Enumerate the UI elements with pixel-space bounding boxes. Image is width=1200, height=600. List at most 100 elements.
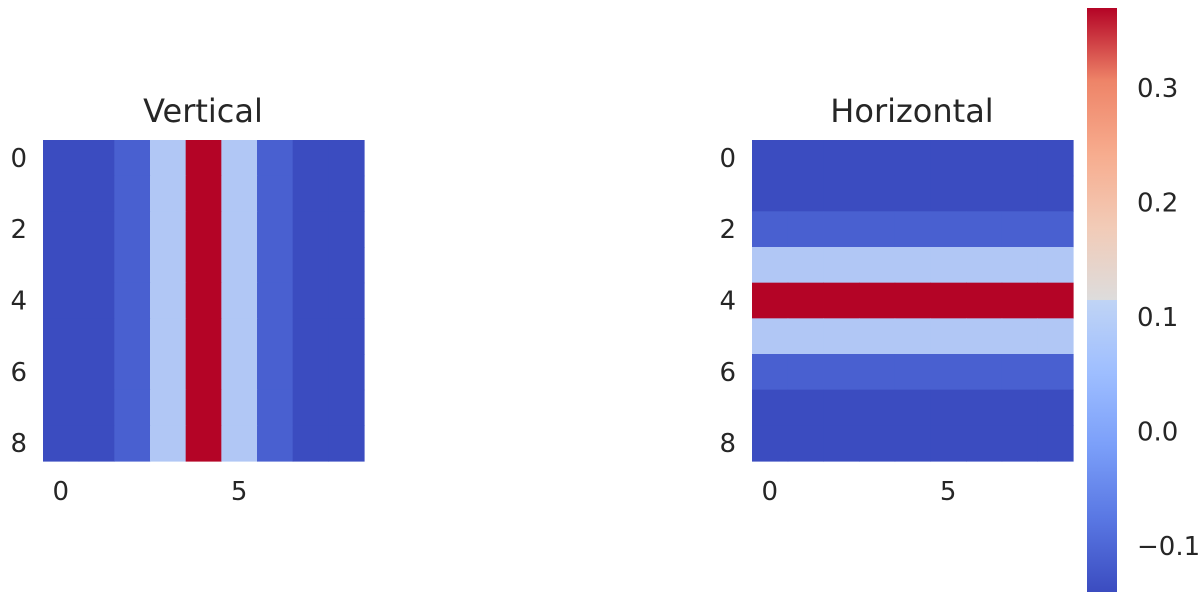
horizontal-heatmap-cell xyxy=(859,389,896,426)
vertical-heatmap-cell xyxy=(257,140,294,177)
vertical-heatmap-cell xyxy=(78,175,115,212)
vertical-heatmap-cell xyxy=(114,140,151,177)
horizontal-heatmap-cell xyxy=(894,389,931,426)
vertical-heatmap-y-tick-label: 6 xyxy=(10,358,27,388)
vertical-heatmap-cell xyxy=(185,354,222,391)
vertical-heatmap-cell xyxy=(257,318,294,355)
horizontal-heatmap-cell xyxy=(1037,389,1074,426)
colorbar-ticks: −0.1 0.0 0.1 0.2 0.3 xyxy=(1137,74,1200,562)
horizontal-heatmap-cell xyxy=(930,175,967,212)
vertical-heatmap-cell xyxy=(150,282,187,319)
horizontal-heatmap-cell xyxy=(1037,247,1074,284)
horizontal-heatmap-cell xyxy=(752,425,789,462)
horizontal-heatmap-cell xyxy=(1001,175,1038,212)
horizontal-heatmap-cell xyxy=(930,318,967,355)
horizontal-heatmap-y-tick-label: 8 xyxy=(719,429,736,459)
vertical-heatmap-cell xyxy=(257,425,294,462)
vertical-heatmap-cell xyxy=(221,389,258,426)
vertical-heatmap-cell xyxy=(78,389,115,426)
vertical-heatmap-cell xyxy=(43,354,80,391)
vertical-heatmap-x-tick-label: 0 xyxy=(53,477,70,507)
vertical-heatmap-cell xyxy=(150,318,187,355)
vertical-heatmap-y-tick-label: 0 xyxy=(10,144,27,174)
colorbar-tick-label: 0.1 xyxy=(1137,303,1178,333)
vertical-heatmap-cell xyxy=(78,211,115,248)
vertical-heatmap-cell xyxy=(292,175,329,212)
vertical-heatmap-cell xyxy=(150,140,187,177)
horizontal-heatmap-cell xyxy=(1037,140,1074,177)
horizontal-heatmap-cell xyxy=(1001,389,1038,426)
horizontal-heatmap-cell xyxy=(859,354,896,391)
horizontal-heatmap-cell xyxy=(1037,175,1074,212)
horizontal-heatmap-cell xyxy=(859,211,896,248)
vertical-heatmap-cell xyxy=(292,354,329,391)
horizontal-heatmap-cell xyxy=(894,425,931,462)
colorbar: −0.1 0.0 0.1 0.2 0.3 xyxy=(1087,8,1200,592)
vertical-heatmap-cell xyxy=(43,211,80,248)
colorbar-tick-label: 0.3 xyxy=(1137,74,1178,104)
vertical-heatmap-cell xyxy=(114,425,151,462)
vertical-heatmap-cell xyxy=(114,247,151,284)
vertical-heatmap-cell xyxy=(43,318,80,355)
vertical-heatmap-cell xyxy=(185,211,222,248)
colorbar-gradient xyxy=(1087,8,1117,592)
vertical-heatmap-cell xyxy=(150,247,187,284)
vertical-heatmap-cell xyxy=(257,282,294,319)
horizontal-heatmap-y-tick-label: 6 xyxy=(719,358,736,388)
horizontal-heatmap-cell xyxy=(859,247,896,284)
vertical-heatmap-cell xyxy=(221,175,258,212)
horizontal-heatmap-cell xyxy=(823,211,860,248)
horizontal-heatmap-cell xyxy=(859,175,896,212)
vertical-heatmap-cell xyxy=(221,247,258,284)
colorbar-tick-label: 0.2 xyxy=(1137,189,1178,219)
vertical-heatmap-cell xyxy=(328,140,365,177)
vertical-heatmap-cell xyxy=(221,211,258,248)
vertical-heatmap-cell xyxy=(43,140,80,177)
horizontal-heatmap-cell xyxy=(966,354,1003,391)
horizontal-heatmap-cell xyxy=(823,175,860,212)
vertical-heatmap-cell xyxy=(292,140,329,177)
horizontal-heatmap-cell xyxy=(966,211,1003,248)
horizontal-heatmap-y-tick-label: 2 xyxy=(719,215,736,245)
vertical-heatmap-cell xyxy=(185,175,222,212)
horizontal-heatmap-cell xyxy=(787,247,824,284)
horizontal-heatmap-cell xyxy=(1001,318,1038,355)
horizontal-heatmap-cell xyxy=(859,425,896,462)
horizontal-heatmap-cell xyxy=(752,354,789,391)
horizontal-heatmap-cell xyxy=(1037,282,1074,319)
vertical-heatmap-cell xyxy=(43,389,80,426)
vertical-heatmap-cell xyxy=(221,282,258,319)
horizontal-heatmap-cell xyxy=(930,425,967,462)
horizontal-heatmap-cell xyxy=(859,140,896,177)
horizontal-heatmap-cell xyxy=(930,354,967,391)
vertical-heatmap-cell xyxy=(114,175,151,212)
horizontal-heatmap-cell xyxy=(894,175,931,212)
vertical-heatmap-title: Vertical xyxy=(143,92,263,130)
vertical-heatmap-cell xyxy=(114,354,151,391)
horizontal-heatmap-cell xyxy=(823,247,860,284)
vertical-heatmap-cell xyxy=(328,389,365,426)
vertical-heatmap-cell xyxy=(328,425,365,462)
horizontal-heatmap-cell xyxy=(930,140,967,177)
horizontal-heatmap-cell xyxy=(752,211,789,248)
vertical-heatmap-cell xyxy=(114,282,151,319)
horizontal-heatmap-cell xyxy=(787,211,824,248)
vertical-heatmap-cell xyxy=(292,425,329,462)
horizontal-heatmap-cell xyxy=(752,175,789,212)
vertical-heatmap-cell xyxy=(78,282,115,319)
vertical-heatmap-cell xyxy=(114,211,151,248)
vertical-heatmap-cell xyxy=(328,282,365,319)
horizontal-heatmap-cell xyxy=(787,354,824,391)
horizontal-heatmap-cell xyxy=(1001,282,1038,319)
horizontal-heatmap-cell xyxy=(859,318,896,355)
vertical-heatmap-cell xyxy=(78,354,115,391)
vertical-heatmap-cell xyxy=(257,175,294,212)
vertical-heatmap-cell xyxy=(221,140,258,177)
horizontal-heatmap-cell xyxy=(823,354,860,391)
horizontal-heatmap-cell xyxy=(787,140,824,177)
vertical-heatmap-cell xyxy=(114,389,151,426)
horizontal-heatmap-cell xyxy=(787,318,824,355)
horizontal-heatmap-cell xyxy=(787,389,824,426)
